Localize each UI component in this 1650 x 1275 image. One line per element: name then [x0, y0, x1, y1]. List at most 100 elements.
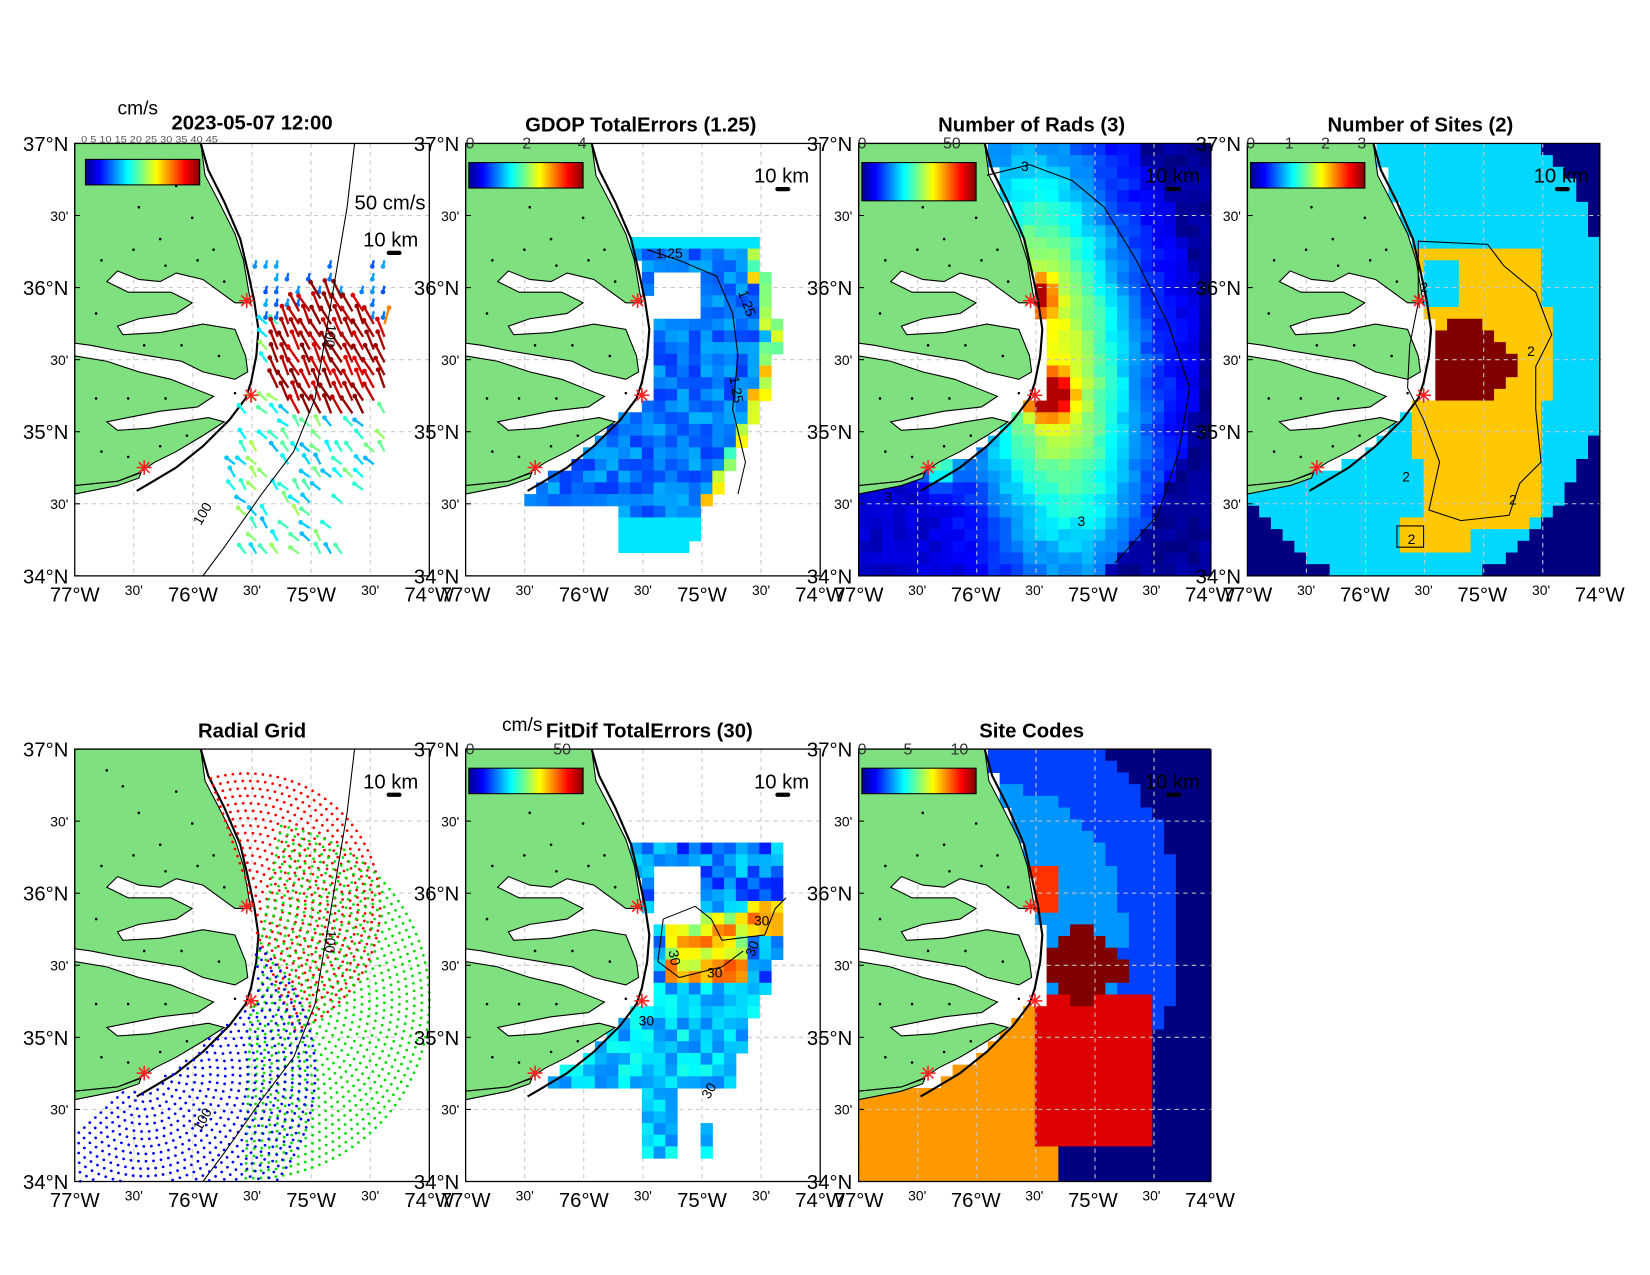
- radial-point: [341, 971, 345, 975]
- radial-point: [318, 956, 322, 960]
- grid-cell: [712, 365, 725, 378]
- grid-cell: [1494, 318, 1507, 331]
- radial-point: [359, 1044, 363, 1047]
- radial-point: [325, 1057, 329, 1061]
- radial-point: [338, 1153, 341, 1157]
- radial-point: [184, 1101, 188, 1105]
- grid-cell: [1034, 1052, 1048, 1066]
- radial-point: [312, 860, 316, 864]
- radial-point: [355, 829, 358, 833]
- radial-point: [357, 973, 361, 976]
- grid-cell: [571, 459, 584, 472]
- radial-point: [294, 951, 298, 954]
- radial-point: [116, 1106, 120, 1110]
- grid-cell: [1058, 283, 1071, 296]
- grid-cell: [1187, 1064, 1200, 1077]
- radial-point: [326, 910, 330, 914]
- radial-point: [331, 1122, 334, 1126]
- radial-point: [333, 860, 337, 863]
- arrow-head: [297, 317, 303, 323]
- grid-cell: [1081, 865, 1095, 879]
- grid-cell: [1023, 412, 1036, 425]
- radial-point: [276, 945, 280, 948]
- radial-point: [307, 1009, 311, 1012]
- grid-cell: [1187, 971, 1200, 984]
- radial-point: [381, 1049, 384, 1053]
- arrow-head: [351, 481, 357, 487]
- radial-point: [251, 1051, 255, 1055]
- radial-point: [274, 1051, 278, 1055]
- radial-point: [246, 1080, 249, 1084]
- grid-cell: [1576, 248, 1589, 261]
- radial-point: [202, 1044, 206, 1047]
- radial-point: [256, 1037, 260, 1041]
- grid-cell: [1552, 564, 1566, 577]
- grid-cell: [747, 377, 760, 390]
- colorbar-unit: cm/s: [502, 715, 543, 736]
- grid-cell: [1541, 295, 1554, 308]
- grid-cell: [677, 1029, 690, 1042]
- grid-cell: [1093, 1017, 1106, 1031]
- grid-cell: [1482, 260, 1495, 273]
- grid-cell: [1423, 201, 1436, 215]
- radial-point: [332, 1061, 335, 1065]
- arrow-head: [277, 481, 282, 487]
- colorbar-ticks-overlapped: 0 5 10 15 20 25 30 35 40 45: [81, 134, 218, 145]
- grid-cell: [665, 1006, 678, 1019]
- arrow-head: [296, 382, 301, 388]
- radial-point: [135, 1107, 139, 1110]
- grid-cell: [1187, 982, 1200, 996]
- grid-cell: [747, 865, 760, 879]
- grid-cell: [1517, 529, 1530, 542]
- grid-cell: [858, 564, 871, 577]
- radial-point: [288, 854, 291, 858]
- radial-point: [273, 1123, 277, 1127]
- grid-cell: [1034, 1029, 1048, 1042]
- grid-cell: [1058, 459, 1071, 472]
- grid-cell: [1364, 447, 1378, 460]
- grid-cell: [1447, 505, 1460, 518]
- grid-cell: [1117, 505, 1130, 518]
- grid-cell: [1070, 552, 1083, 565]
- radial-point: [262, 1086, 265, 1090]
- grid-cell: [1093, 400, 1106, 413]
- radial-point: [366, 869, 369, 872]
- radial-point: [298, 854, 302, 858]
- radial-point: [371, 967, 375, 971]
- grid-cell: [712, 435, 725, 448]
- grid-cell: [1058, 377, 1071, 390]
- grid-cell: [1058, 877, 1071, 890]
- grid-cell: [1482, 143, 1495, 156]
- grid-cell: [1140, 505, 1153, 518]
- grid-cell: [1058, 772, 1071, 785]
- grid-cell: [1164, 1029, 1177, 1042]
- radial-point: [387, 1028, 391, 1032]
- radial-point: [309, 985, 313, 989]
- radial-point: [293, 813, 297, 817]
- grid-cell: [641, 423, 655, 437]
- radial-point: [201, 1174, 205, 1177]
- radial-point: [308, 842, 312, 846]
- grid-cell: [1128, 830, 1142, 844]
- grid-cell: [1105, 423, 1118, 437]
- grid-cell: [1529, 272, 1542, 285]
- grid-cell: [1458, 494, 1472, 507]
- grid-cell: [1164, 982, 1177, 996]
- grid-cell: [1093, 552, 1106, 565]
- grid-cell: [1058, 143, 1071, 156]
- radial-point: [266, 986, 270, 990]
- radial-point: [273, 882, 277, 886]
- radial-point: [253, 839, 257, 843]
- grid-cell: [917, 564, 930, 577]
- grid-cell: [1152, 143, 1165, 156]
- radial-point: [209, 1103, 213, 1106]
- grid-cell: [1175, 971, 1189, 984]
- grid-cell: [712, 947, 725, 960]
- grid-cell: [1034, 201, 1048, 215]
- radial-point: [236, 1051, 240, 1055]
- grid-cell: [735, 865, 749, 879]
- radial-point: [286, 889, 290, 893]
- radial-point: [231, 817, 235, 821]
- radial-point: [311, 1117, 315, 1121]
- grid-cell: [1199, 749, 1212, 762]
